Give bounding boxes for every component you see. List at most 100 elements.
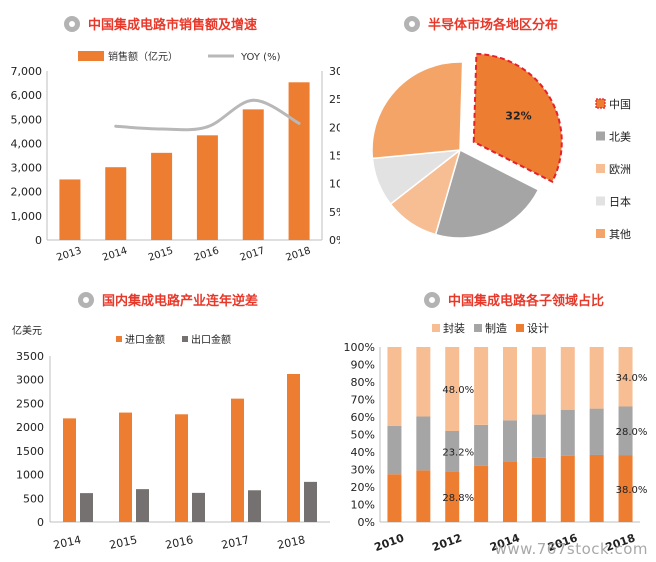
sales-bar: [59, 179, 81, 240]
y-tick-label: 5,000: [11, 113, 43, 126]
bullet-circle-icon: [404, 15, 420, 32]
y-tick-label: 90%: [351, 359, 375, 372]
export-bar: [80, 493, 93, 522]
legend-swatch: [516, 324, 524, 332]
stack-data-label: 23.2%: [442, 447, 474, 458]
stack-segment: [474, 424, 489, 466]
x-tick-label: 2015: [108, 533, 138, 552]
sales-bar: [196, 135, 218, 240]
watermark-text: www.767stock.com: [494, 540, 648, 558]
y-tick-label: 6,000: [11, 89, 43, 102]
share-chart-svg: 封装 制造 设计 0% 10% 20% 30% 40% 50% 60% 70% 80% 90% 100% 2…: [344, 321, 648, 554]
export-bar: [192, 492, 205, 522]
stack-segment: [503, 420, 517, 462]
y-tick-label: 500: [23, 492, 44, 505]
y-tick-label: 30%: [351, 464, 375, 477]
stack-data-label: 28.8%: [442, 493, 474, 504]
stack-segment: [560, 347, 575, 410]
legend-swatch: [432, 324, 440, 332]
stack-segment: [474, 347, 489, 425]
yoy-point: [297, 121, 301, 125]
pie-legend-swatch: [595, 98, 606, 109]
pie-legend-swatch: [596, 164, 605, 173]
y-tick-label: 1500: [16, 445, 44, 458]
y-tick-label: 0: [35, 234, 42, 247]
y-tick-label: 2000: [16, 421, 44, 434]
share-chart-title-text: 中国集成电路各子领域占比: [448, 294, 605, 309]
sales-chart-svg: 销售额（亿元） YOY (%) 0 1,000 2,000 3,000 4,000 5,000…: [11, 50, 341, 264]
stack-data-label: 34.0%: [616, 373, 648, 384]
stack-segment: [503, 347, 517, 421]
stack-segment: [560, 410, 575, 456]
x-tick-label: 2014: [101, 245, 129, 263]
stack-data-label: 38.0%: [616, 485, 648, 496]
y2-tick-label: 25%: [329, 93, 340, 106]
yoy-point: [114, 124, 118, 128]
region-pie-title-text: 半导体市场各地区分布: [428, 18, 559, 33]
stack-segment: [531, 457, 546, 522]
import-bar: [119, 412, 132, 522]
y2-tick-label: 10%: [329, 178, 340, 191]
export-bar: [248, 490, 261, 522]
stack-segment: [445, 431, 460, 472]
yoy-point: [160, 127, 164, 131]
y-tick-label: 3000: [16, 374, 44, 387]
sales-bar: [151, 152, 173, 240]
x-tick-label: 2017: [220, 533, 250, 552]
pie-data-label: 32%: [505, 109, 531, 122]
sales-bar: [288, 82, 310, 240]
legend-swatch-sales: [78, 51, 104, 61]
x-tick-label: 2018: [285, 245, 313, 263]
stack-data-label: 48.0%: [442, 385, 474, 396]
stack-segment: [387, 474, 402, 522]
region-pie-panel: 半导体市场各地区分布 32% 中国 北美 欧洲 日本 其他: [340, 0, 656, 280]
stack-segment: [416, 416, 431, 471]
stack-segment: [589, 347, 604, 409]
pie-legend-label: 日本: [609, 195, 631, 209]
bullet-circle-icon: [64, 15, 80, 32]
legend-label-import: 进口金额: [125, 333, 165, 346]
pie-legend-swatch: [596, 196, 605, 206]
legend-label: 设计: [527, 322, 549, 335]
legend-label: 封装: [443, 321, 465, 335]
import-bar: [231, 398, 244, 522]
x-tick-label: 2013: [55, 245, 83, 263]
share-chart-panel: 中国集成电路各子领域占比 封装 制造 设计 0% 10% 20% 30% 40% 50% 60% 7…: [340, 280, 656, 562]
y-tick-label: 70%: [351, 394, 375, 407]
stack-segment: [589, 408, 604, 455]
y-tick-label: 1000: [16, 469, 44, 482]
y-axis-unit-label: 亿美元: [12, 324, 42, 337]
y2-tick-label: 30%: [329, 65, 340, 78]
import-bar: [63, 418, 76, 522]
y-tick-label: 7,000: [11, 65, 43, 78]
y-tick-label: 100%: [344, 341, 375, 354]
y-tick-label: 0%: [358, 516, 375, 529]
x-tick-label: 2018: [276, 533, 306, 552]
stack-segment: [445, 471, 460, 522]
stack-segment: [560, 455, 575, 522]
stack-segment: [531, 414, 546, 458]
x-tick-label: 2010: [373, 531, 407, 554]
stack-segment: [445, 347, 460, 431]
stack-segment: [416, 347, 431, 417]
y-tick-label: 4,000: [11, 137, 43, 150]
share-chart-title: 中国集成电路各子领域占比: [424, 290, 604, 309]
y-tick-label: 2,000: [11, 186, 43, 199]
import-bar: [287, 373, 300, 522]
x-tick-label: 2016: [164, 533, 194, 552]
x-tick-label: 2012: [430, 531, 463, 554]
y-tick-label: 1,000: [11, 210, 43, 223]
legend-label-yoy: YOY (%): [240, 52, 281, 63]
legend-label: 制造: [485, 321, 507, 335]
stack-segment: [618, 455, 633, 522]
stack-segment: [387, 425, 402, 475]
y2-tick-label: 15%: [329, 150, 340, 163]
stack-segment: [618, 406, 633, 456]
stack-segment: [387, 347, 402, 426]
y-tick-label: 40%: [351, 446, 375, 459]
region-pie-title: 半导体市场各地区分布: [404, 14, 558, 33]
yoy-point: [205, 125, 209, 129]
legend-swatch-export: [182, 336, 188, 342]
